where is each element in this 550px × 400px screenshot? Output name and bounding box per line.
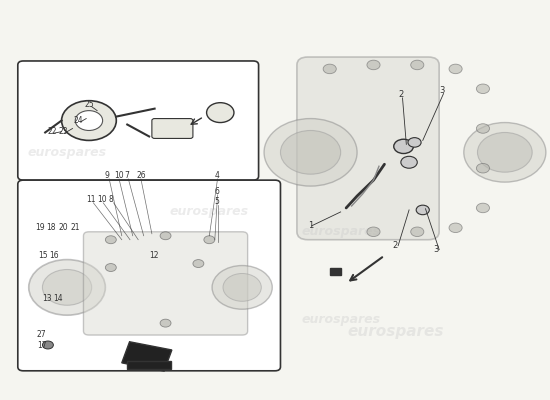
Circle shape [29, 260, 106, 315]
Circle shape [204, 236, 215, 244]
Text: 18: 18 [46, 223, 56, 232]
Circle shape [160, 232, 171, 240]
Text: 7: 7 [124, 171, 129, 180]
Circle shape [42, 270, 92, 305]
Text: 26: 26 [136, 171, 146, 180]
Text: 21: 21 [71, 223, 80, 232]
Text: 17: 17 [37, 341, 47, 350]
Text: 5: 5 [215, 197, 219, 206]
Text: 16: 16 [50, 250, 59, 260]
Circle shape [476, 84, 490, 94]
FancyBboxPatch shape [18, 61, 258, 180]
Text: 23: 23 [59, 128, 68, 136]
Text: 9: 9 [104, 171, 109, 180]
Circle shape [401, 156, 417, 168]
Text: 15: 15 [39, 250, 48, 260]
Text: eurospares: eurospares [347, 324, 444, 338]
Text: 14: 14 [53, 294, 63, 303]
Text: 24: 24 [74, 116, 83, 124]
Text: 12: 12 [149, 250, 158, 260]
Text: 3: 3 [434, 245, 439, 254]
Circle shape [223, 274, 261, 301]
Circle shape [449, 64, 462, 74]
Text: 2: 2 [398, 90, 403, 99]
Circle shape [62, 101, 116, 140]
Text: 10: 10 [97, 195, 107, 204]
Text: 11: 11 [86, 195, 96, 204]
Text: 25: 25 [85, 100, 94, 109]
Text: 4: 4 [215, 171, 219, 180]
Text: eurospares: eurospares [170, 206, 249, 218]
Circle shape [193, 260, 204, 268]
Circle shape [212, 266, 272, 309]
Circle shape [476, 164, 490, 173]
Text: 3: 3 [439, 86, 444, 95]
Text: 6: 6 [215, 187, 219, 196]
Text: 13: 13 [42, 294, 52, 303]
Circle shape [411, 227, 424, 236]
Circle shape [280, 130, 340, 174]
Circle shape [394, 139, 414, 154]
Circle shape [411, 60, 424, 70]
Circle shape [464, 122, 546, 182]
Bar [122, 342, 172, 371]
Circle shape [264, 118, 357, 186]
Circle shape [42, 341, 53, 349]
Circle shape [367, 227, 380, 236]
Circle shape [477, 132, 532, 172]
Text: eurospares: eurospares [28, 146, 107, 159]
Polygon shape [329, 268, 340, 276]
Circle shape [476, 124, 490, 133]
Circle shape [367, 60, 380, 70]
Polygon shape [127, 361, 171, 369]
Text: 1: 1 [308, 221, 313, 230]
FancyBboxPatch shape [297, 57, 439, 240]
Text: 8: 8 [108, 195, 113, 204]
Text: 2: 2 [393, 241, 398, 250]
Text: 10: 10 [114, 171, 124, 180]
Text: eurospares: eurospares [301, 313, 380, 326]
Circle shape [323, 64, 336, 74]
FancyBboxPatch shape [84, 232, 248, 335]
Text: 20: 20 [59, 223, 68, 232]
Circle shape [449, 223, 462, 232]
Text: eurospares: eurospares [301, 225, 380, 238]
Circle shape [207, 103, 234, 122]
FancyBboxPatch shape [152, 118, 193, 138]
Circle shape [408, 138, 421, 147]
Circle shape [106, 236, 116, 244]
Circle shape [160, 319, 171, 327]
Text: 19: 19 [35, 223, 45, 232]
FancyBboxPatch shape [18, 180, 280, 371]
Circle shape [106, 264, 116, 272]
Circle shape [476, 203, 490, 213]
Text: 22: 22 [48, 128, 57, 136]
Circle shape [416, 205, 430, 215]
Text: 27: 27 [37, 330, 47, 339]
Circle shape [75, 111, 103, 130]
